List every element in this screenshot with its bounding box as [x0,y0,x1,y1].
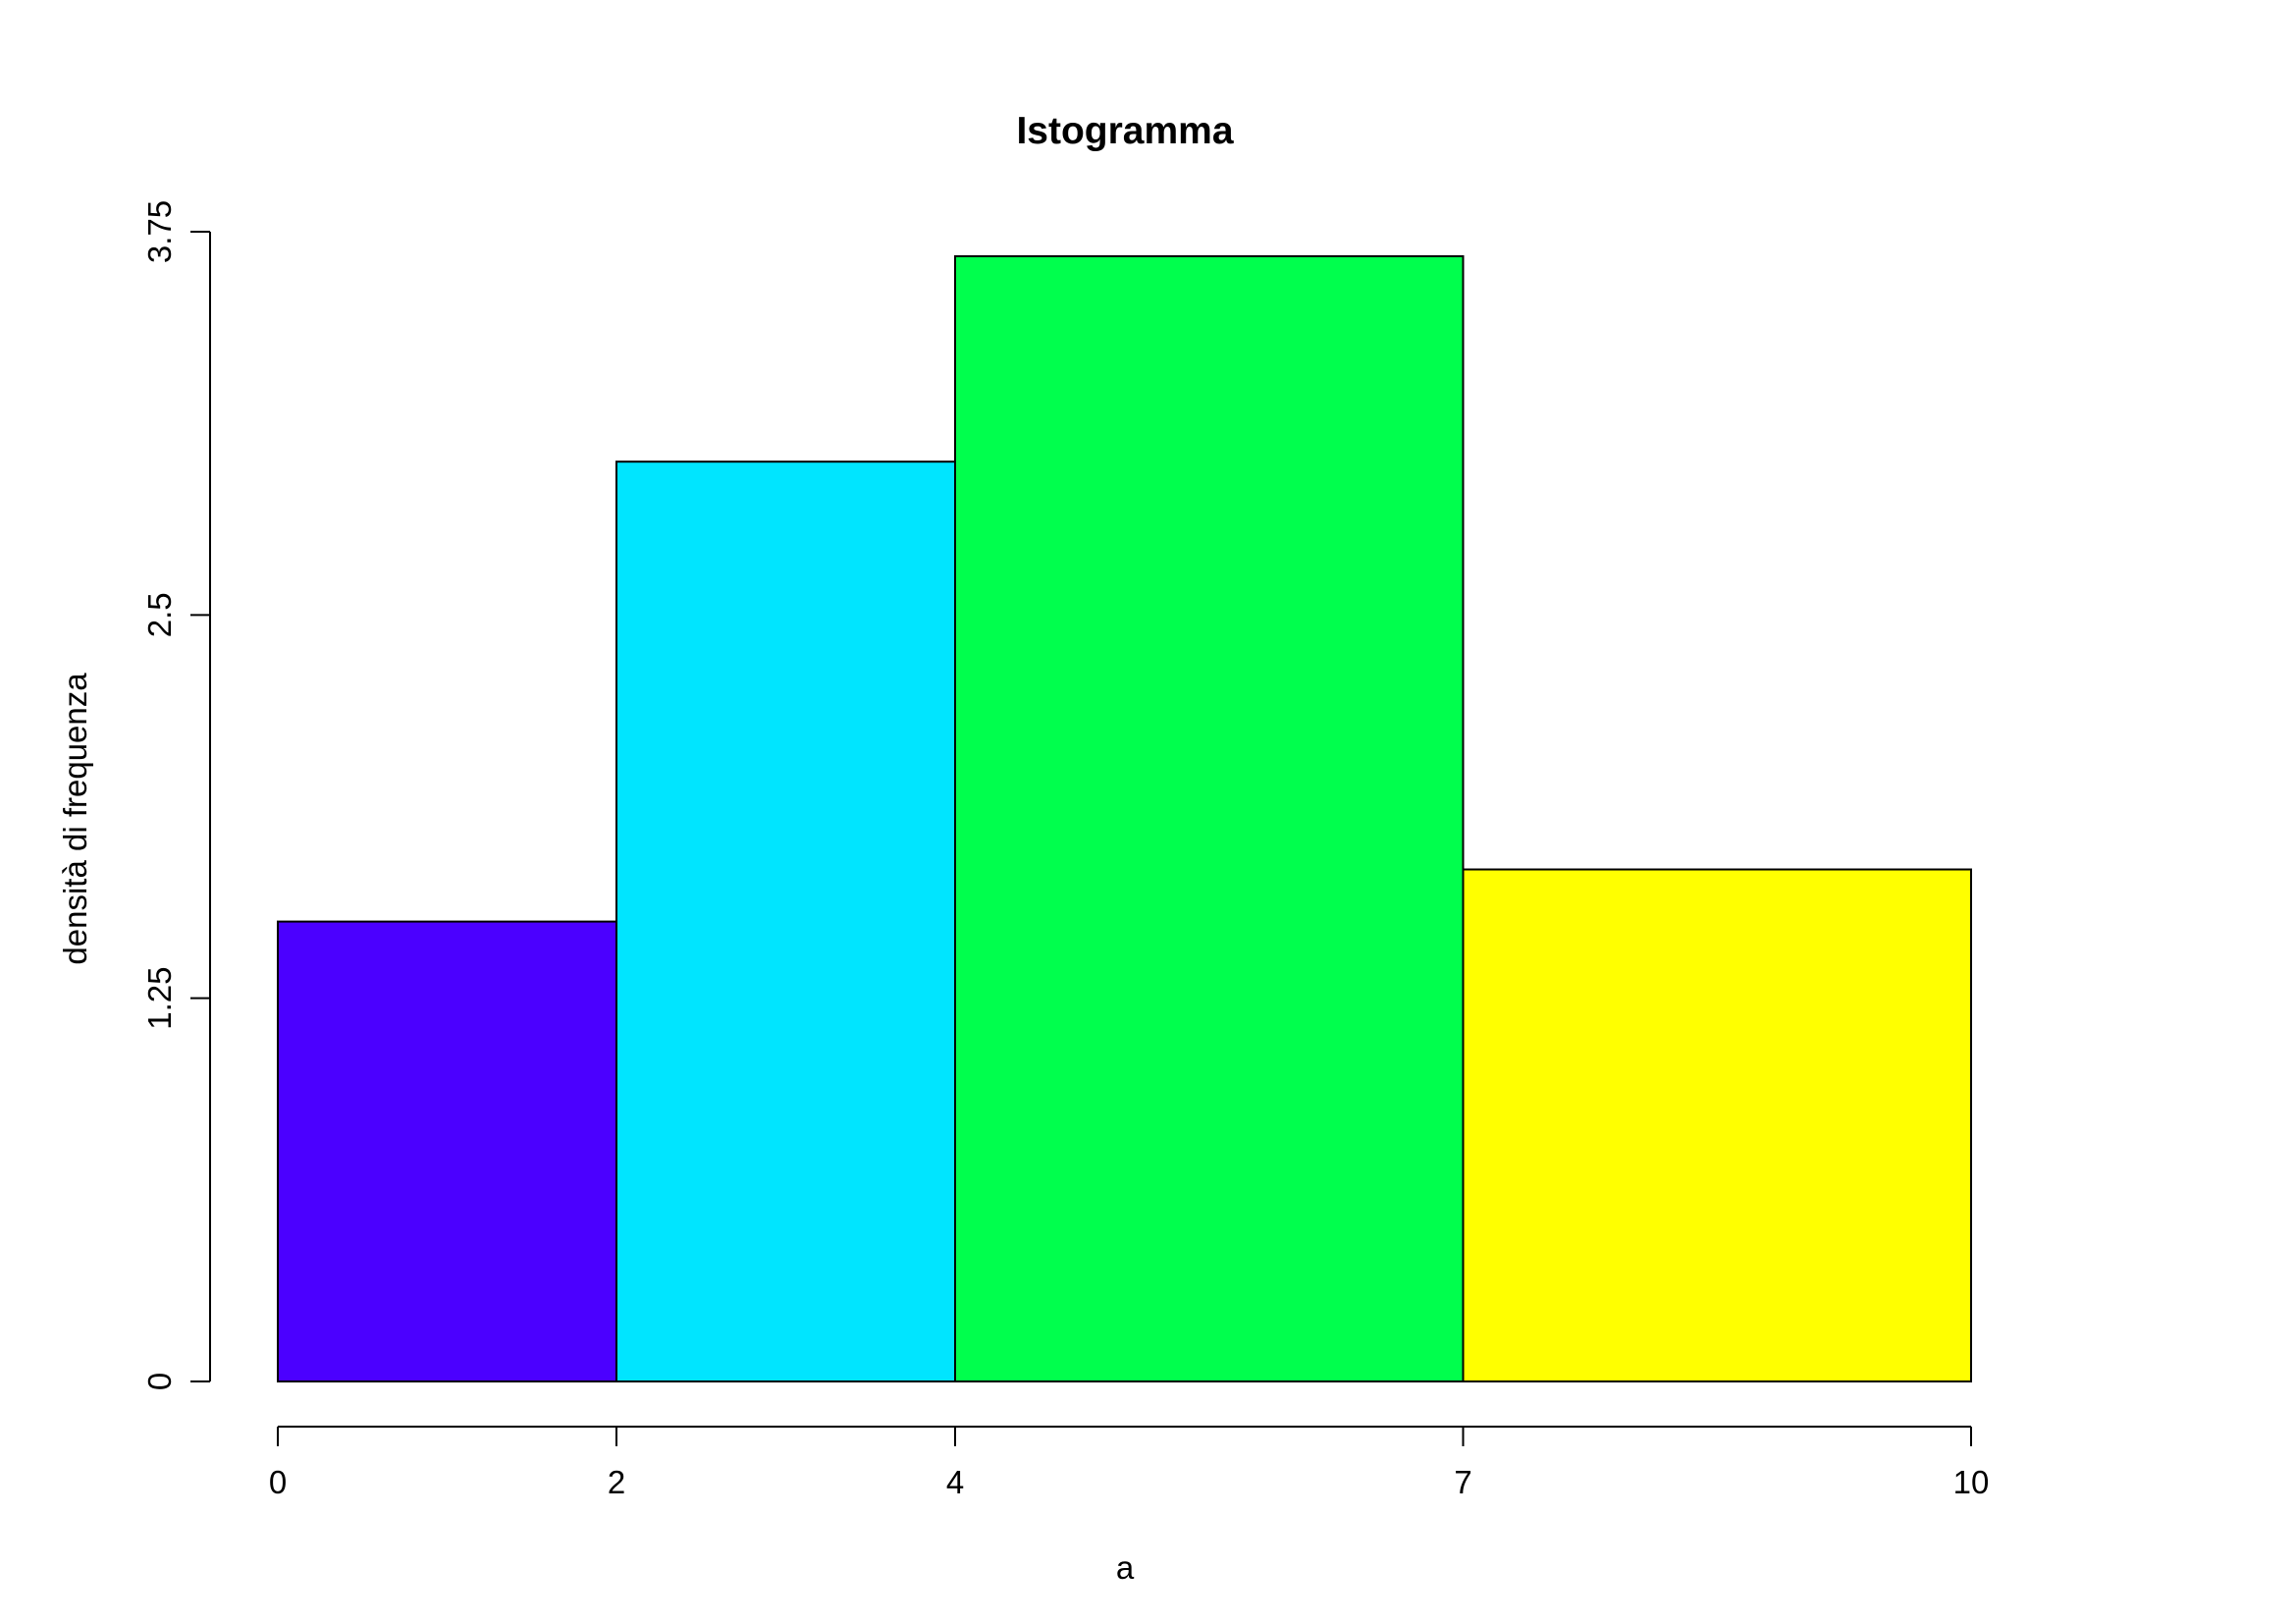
y-tick-label-3: 2.5 [141,592,178,637]
x-axis-label: a [1116,1549,1135,1586]
y-tick-label-1: 0 [141,1373,178,1390]
histogram-bar-3 [954,254,1465,1382]
bars-group [277,254,1972,1382]
histogram-bar-4 [1462,868,1972,1382]
histogram-bar-2 [615,460,956,1382]
y-axis-label: densità di frequenza [57,673,93,965]
x-axis: 0 2 4 7 10 [269,1426,1990,1500]
y-axis: 0 1.25 2.5 3.75 [141,200,211,1390]
y-tick-label-4: 3.75 [141,200,178,263]
x-tick-label-5: 10 [1953,1464,1990,1500]
histogram-bar-1 [277,920,617,1382]
y-tick-label-2: 1.25 [141,967,178,1030]
x-tick-label-3: 4 [946,1464,964,1500]
chart-title: Istogramma [1016,110,1233,152]
x-tick-label-1: 0 [269,1464,287,1500]
x-tick-label-4: 7 [1454,1464,1471,1500]
x-tick-label-2: 2 [608,1464,625,1500]
